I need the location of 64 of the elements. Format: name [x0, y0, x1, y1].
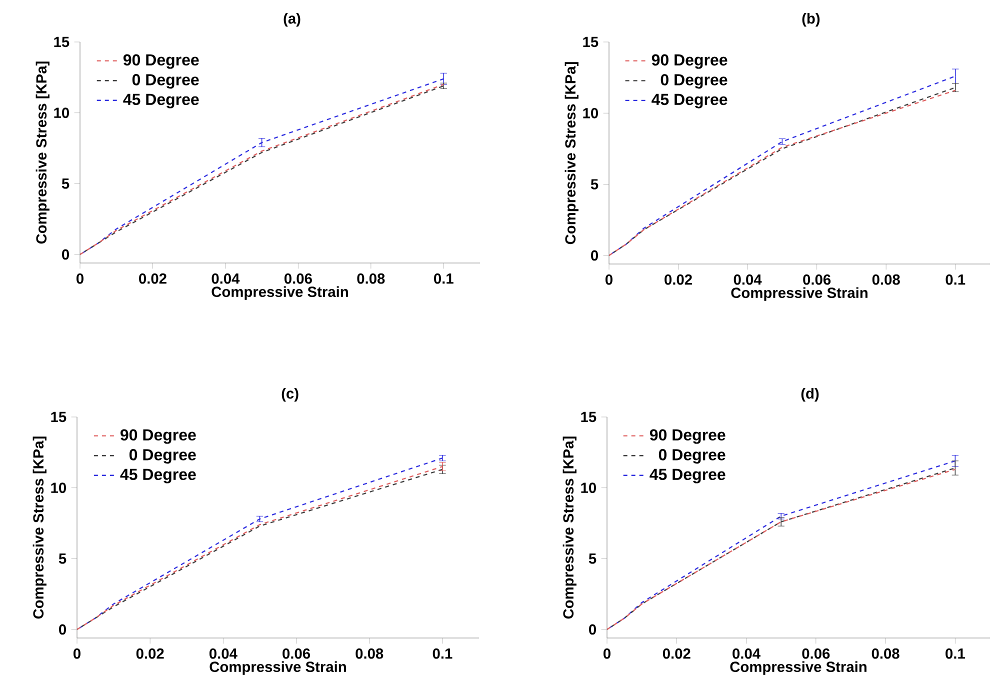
x-axis-title: Compressive Strain	[210, 661, 346, 675]
y-tick-label: 10	[583, 108, 598, 118]
legend-label: 90 Degree	[123, 54, 199, 69]
x-tick-label: 0	[76, 273, 84, 284]
x-axis-title: Compressive Strain	[730, 661, 866, 675]
y-tick-label: 0	[59, 624, 66, 635]
x-tick-label: 0.04	[210, 648, 238, 659]
x-tick-label: 0.06	[803, 274, 831, 285]
legend-label: 90 Degree	[652, 54, 728, 69]
x-tick-label: 0.08	[872, 648, 900, 659]
y-tick-label: 5	[58, 554, 66, 564]
y-tick-label: 10	[54, 108, 69, 118]
x-tick-label: 0.04	[732, 648, 760, 659]
chart-title: (a)	[284, 12, 300, 27]
chart-title: (d)	[801, 388, 819, 402]
x-tick-label: 0.1	[432, 648, 452, 659]
legend-label: 90 Degree	[650, 429, 726, 444]
x-tick-label: 0.02	[139, 273, 166, 284]
y-tick-label: 0	[62, 249, 69, 260]
x-tick-label: 0	[606, 274, 612, 285]
x-tick-label: 0.02	[664, 274, 692, 285]
y-tick-label: 15	[581, 412, 596, 422]
x-axis-title: Compressive Strain	[212, 286, 348, 300]
x-tick-label: 0.1	[946, 648, 965, 659]
legend-label: 0 Degree	[660, 74, 728, 89]
x-tick-label: 0.08	[357, 273, 385, 284]
y-tick-label: 0	[589, 624, 596, 635]
legend-label: 45 Degree	[650, 468, 726, 484]
x-tick-label: 0.06	[282, 648, 310, 659]
x-tick-label: 0.04	[734, 274, 762, 285]
x-tick-label: 0.1	[434, 273, 454, 284]
x-tick-label: 0.08	[356, 648, 384, 659]
y-axis-title: Compressive Stress [KPa]	[564, 62, 578, 244]
x-tick-label: 0	[604, 648, 610, 659]
legend-label: 0 Degree	[129, 449, 196, 464]
chart-title: (b)	[802, 12, 820, 27]
y-tick-label: 15	[54, 36, 70, 48]
x-tick-label: 0.02	[662, 648, 690, 659]
legend-label: 0 Degree	[658, 449, 726, 464]
legend-label: 45 Degree	[123, 94, 199, 108]
y-tick-label: 0	[591, 250, 598, 261]
x-tick-label: 0.08	[872, 274, 900, 285]
x-tick-label: 0.06	[284, 273, 312, 284]
y-tick-label: 5	[62, 178, 70, 189]
y-axis-title: Compressive Stress [KPa]	[562, 436, 576, 619]
y-tick-label: 5	[588, 554, 596, 564]
x-tick-label: 0	[74, 648, 80, 659]
x-tick-label: 0.06	[802, 648, 830, 659]
y-tick-label: 10	[51, 482, 66, 494]
x-tick-label: 0.04	[212, 273, 240, 284]
legend-label: 45 Degree	[652, 94, 728, 108]
chart-title: (c)	[282, 388, 298, 402]
legend-label: 0 Degree	[132, 74, 199, 89]
x-axis-title: Compressive Strain	[731, 287, 868, 301]
legend-label: 45 Degree	[120, 468, 196, 484]
y-axis-title: Compressive Stress [KPa]	[36, 62, 50, 244]
legend-label: 90 Degree	[120, 429, 196, 444]
y-tick-label: 15	[51, 412, 66, 422]
x-tick-label: 0.1	[946, 274, 966, 285]
y-axis-title: Compressive Stress [KPa]	[32, 436, 46, 619]
y-tick-label: 5	[590, 179, 598, 190]
y-tick-label: 15	[583, 36, 598, 48]
y-tick-label: 10	[581, 482, 596, 494]
x-tick-label: 0.02	[136, 648, 164, 659]
